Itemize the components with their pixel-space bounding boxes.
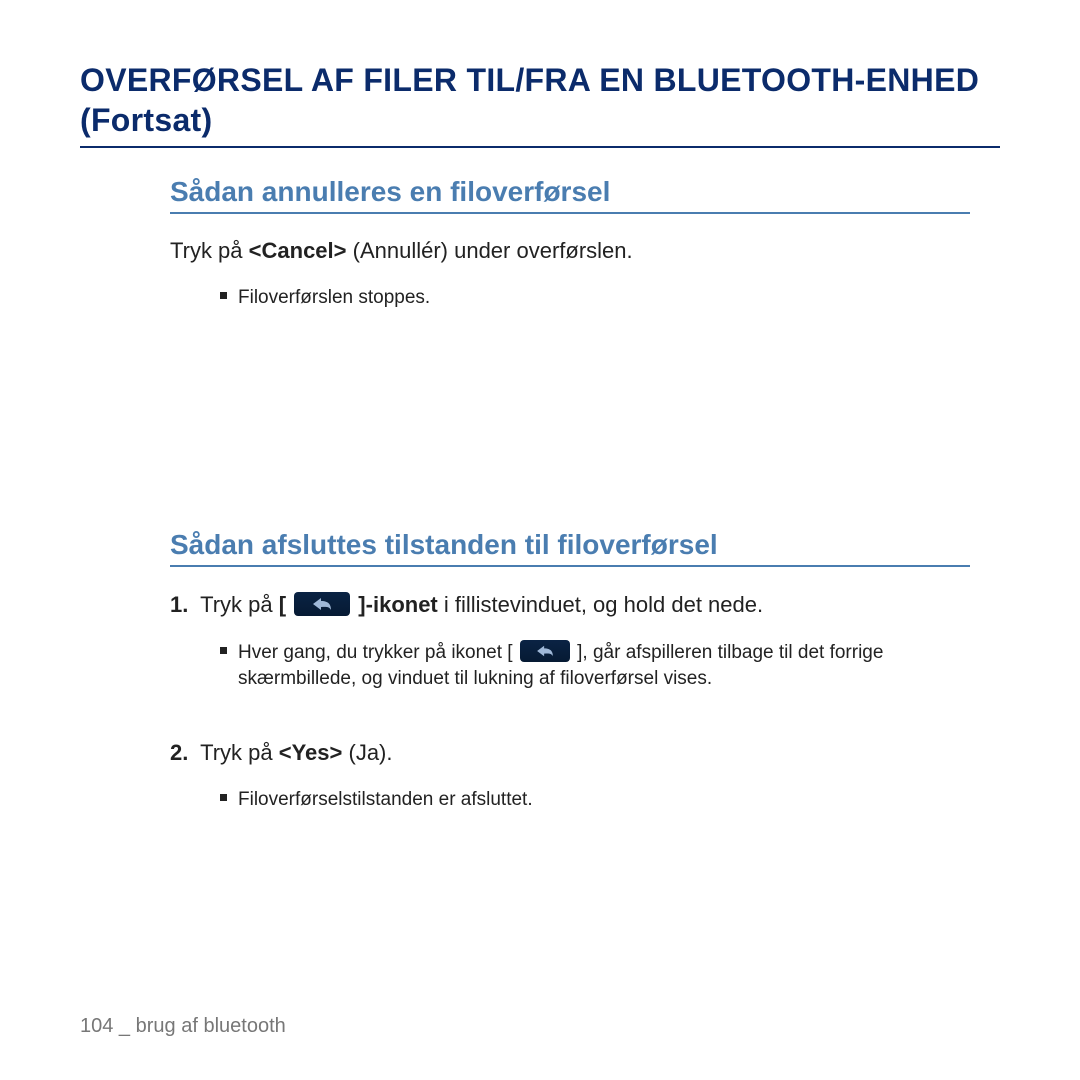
instruction-text: Tryk på <Cancel> (Annullér) under overfø… <box>170 236 970 266</box>
section-exit-transfer-mode: Sådan afsluttes tilstanden til filoverfø… <box>170 529 970 813</box>
text-pre: Tryk på <box>170 238 249 263</box>
back-icon <box>294 592 350 616</box>
step-number: 2. <box>170 740 188 765</box>
yes-label: <Yes> <box>279 740 343 765</box>
bullet-pre: Hver gang, du trykker på ikonet [ <box>238 642 518 663</box>
cancel-label: <Cancel> <box>249 238 347 263</box>
bullet-item: Filoverførslen stoppes. <box>220 285 970 311</box>
bullet-item: Hver gang, du trykker på ikonet [ ], går… <box>220 640 970 691</box>
text-pre: Tryk på <box>200 592 279 617</box>
section-heading: Sådan annulleres en filoverførsel <box>170 176 970 214</box>
text-post: (Annullér) under overførslen. <box>347 238 633 263</box>
manual-page: OVERFØRSEL AF FILER TIL/FRA EN BLUETOOTH… <box>0 0 1080 1080</box>
section-cancel-transfer: Sådan annulleres en filoverførsel Tryk p… <box>170 176 970 310</box>
bracket-open: [ <box>279 592 292 617</box>
spacer <box>80 329 1000 529</box>
text-post: i fillistevinduet, og hold det nede. <box>438 592 763 617</box>
page-title: OVERFØRSEL AF FILER TIL/FRA EN BLUETOOTH… <box>80 60 1000 148</box>
step-item: 1. Tryk på [ ]-ikonet i fillistevinduet,… <box>170 589 970 621</box>
footer-sep: _ <box>113 1015 135 1037</box>
bullet-item: Filoverførselstilstanden er afsluttet. <box>220 787 970 813</box>
section-heading: Sådan afsluttes tilstanden til filoverfø… <box>170 529 970 567</box>
text-pre: Tryk på <box>200 740 279 765</box>
text-post: (Ja). <box>342 740 392 765</box>
bracket-close: ] <box>352 592 365 617</box>
back-icon <box>520 640 570 662</box>
icon-suffix: -ikonet <box>366 592 438 617</box>
step-item: 2. Tryk på <Yes> (Ja). <box>170 737 970 769</box>
page-footer: 104 _ brug af bluetooth <box>80 1015 286 1038</box>
page-number: 104 <box>80 1015 113 1037</box>
step-number: 1. <box>170 592 188 617</box>
footer-label: brug af bluetooth <box>136 1015 286 1037</box>
spacer <box>170 711 970 737</box>
